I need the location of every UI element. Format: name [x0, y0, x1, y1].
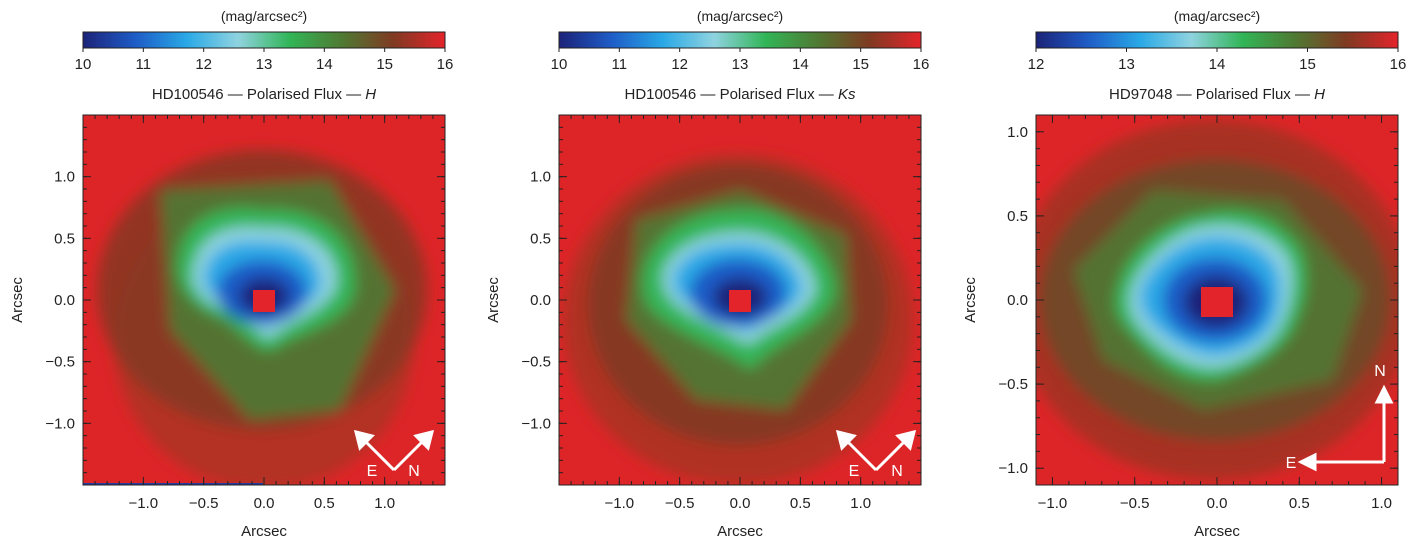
x-tick-label: 0.5	[790, 495, 811, 512]
heatmap-image	[559, 115, 921, 485]
compass-north-label: N	[408, 463, 420, 480]
y-axis-label: Arcsec	[485, 277, 502, 323]
x-tick-label: 1.0	[374, 495, 395, 512]
compass	[835, 429, 917, 472]
x-tick-label: 0.0	[254, 495, 275, 512]
y-tick-label: 0.5	[1007, 208, 1028, 225]
x-tick-label: 0.0	[730, 495, 751, 512]
title-band: Ks	[838, 86, 856, 103]
y-axis-label: Arcsec	[9, 277, 26, 323]
colorbar-tick-label: 11	[612, 56, 628, 73]
colorbar-tick-label: 16	[913, 56, 930, 73]
axis-ticks: −1.0 −0.5 0.0 0.5 1.0 1.0 0.5 0.0 −0.5 −1.0	[45, 114, 446, 512]
colorbar-ticks: 10 11 12 13 14 15 16	[551, 48, 930, 73]
colorbar	[82, 31, 446, 49]
compass	[1297, 384, 1394, 472]
title-band: H	[1314, 86, 1325, 103]
y-tick-label: 1.0	[1007, 124, 1028, 141]
colorbar-title: (mag/arcsec²)	[1174, 8, 1260, 24]
colorbar-tick-label: 15	[852, 56, 869, 73]
colorbar-ticks: 10 11 12 13 14 15 16	[75, 48, 454, 73]
colorbar-tick-label: 11	[136, 56, 152, 73]
colorbar-tick-label: 13	[1118, 56, 1135, 73]
x-axis-label: Arcsec	[1194, 523, 1240, 540]
colorbar-tick-label: 12	[671, 56, 688, 73]
x-tick-label: −0.5	[665, 495, 695, 512]
colorbar-tick-label: 10	[75, 56, 92, 73]
colorbar-tick-label: 15	[376, 56, 393, 73]
panel-hd97048-h: (mag/arcsec²) 12 13 14 15 16 HD97048 — Polar…	[953, 0, 1423, 542]
y-tick-label: −0.5	[521, 354, 551, 371]
title-prefix: HD100546 — Polarised Flux —	[152, 86, 365, 103]
colorbar-tick-label: 12	[195, 56, 212, 73]
axis-ticks: −1.0 −0.5 0.0 0.5 1.0 1.0 0.5 0.0 −0.5 −1.0	[521, 114, 922, 512]
y-tick-label: −1.0	[45, 415, 75, 432]
y-tick-label: 1.0	[530, 169, 551, 186]
y-axis-label: Arcsec	[962, 277, 979, 323]
colorbar-title: (mag/arcsec²)	[221, 8, 307, 24]
compass-east-label: E	[367, 463, 378, 480]
colorbar-tick-label: 14	[1209, 56, 1226, 73]
heatmap-image	[1036, 115, 1398, 485]
panel-svg: (mag/arcsec²) 10 11 12 13 14 15 16 HD100546 — …	[485, 8, 930, 540]
y-tick-label: 0.0	[530, 292, 551, 309]
colorbar-tick-label: 16	[437, 56, 454, 73]
x-tick-label: −1.0	[129, 495, 159, 512]
colorbar-tick-label: 12	[1028, 56, 1045, 73]
x-tick-label: −1.0	[605, 495, 635, 512]
colorbar-tick-label: 13	[732, 56, 749, 73]
star-mask	[1201, 287, 1233, 317]
colorbar-tick-label: 14	[792, 56, 809, 73]
star-mask	[729, 290, 751, 312]
y-tick-label: −0.5	[45, 354, 75, 371]
colorbar-tick-label: 13	[256, 56, 273, 73]
x-tick-label: −0.5	[1120, 495, 1150, 512]
panel-svg: (mag/arcsec²) 12 13 14 15 16 HD97048 — Polar…	[962, 8, 1407, 540]
colorbar-tick-label: 10	[551, 56, 568, 73]
x-tick-label: 0.0	[1207, 495, 1228, 512]
star-mask	[253, 290, 275, 312]
y-tick-label: 0.5	[530, 230, 551, 247]
compass-east-label: E	[849, 463, 860, 480]
plot-title: HD100546 — Polarised Flux — Ks	[625, 86, 856, 103]
y-tick-label: −1.0	[521, 415, 551, 432]
y-tick-label: −1.0	[998, 460, 1028, 477]
x-tick-label: −0.5	[189, 495, 219, 512]
y-tick-label: 1.0	[54, 169, 75, 186]
y-tick-label: −0.5	[998, 376, 1028, 393]
colorbar-tick-label: 15	[1299, 56, 1316, 73]
plot-title: HD100546 — Polarised Flux — H	[152, 86, 376, 103]
compass	[353, 429, 435, 472]
colorbar-tick-label: 16	[1390, 56, 1407, 73]
colorbar-tick-label: 14	[316, 56, 333, 73]
x-tick-label: 0.5	[1289, 495, 1310, 512]
bottom-strip	[83, 483, 263, 485]
panel-hd100546-h: (mag/arcsec²) 10 11 12 13 14 15 16 HD100546 — …	[0, 0, 470, 542]
x-tick-label: 1.0	[850, 495, 871, 512]
title-prefix: HD97048 — Polarised Flux —	[1109, 86, 1314, 103]
compass-north-label: N	[1374, 363, 1386, 380]
y-tick-label: 0.0	[1007, 292, 1028, 309]
x-tick-label: 0.5	[314, 495, 335, 512]
panel-svg: (mag/arcsec²) 10 11 12 13 14 15 16 HD100546 — …	[9, 8, 454, 540]
y-tick-label: 0.5	[54, 230, 75, 247]
panel-hd100546-ks: (mag/arcsec²) 10 11 12 13 14 15 16 HD100546 — …	[476, 0, 946, 542]
x-axis-label: Arcsec	[241, 523, 287, 540]
colorbar-title: (mag/arcsec²)	[697, 8, 783, 24]
heatmap-image	[83, 115, 445, 485]
axis-ticks: −1.0 −0.5 0.0 0.5 1.0 1.0 0.5 0.0 −0.5 −1.0	[998, 114, 1399, 512]
colorbar-ticks: 12 13 14 15 16	[1028, 48, 1407, 73]
title-prefix: HD100546 — Polarised Flux —	[625, 86, 838, 103]
y-tick-label: 0.0	[54, 292, 75, 309]
colorbar	[558, 31, 922, 49]
title-band: H	[365, 86, 376, 103]
x-tick-label: 1.0	[1371, 495, 1392, 512]
colorbar	[1035, 31, 1399, 49]
compass-north-label: N	[891, 463, 903, 480]
compass-east-label: E	[1286, 455, 1297, 472]
x-axis-label: Arcsec	[717, 523, 763, 540]
x-tick-label: −1.0	[1038, 495, 1068, 512]
plot-title: HD97048 — Polarised Flux — H	[1109, 86, 1325, 103]
